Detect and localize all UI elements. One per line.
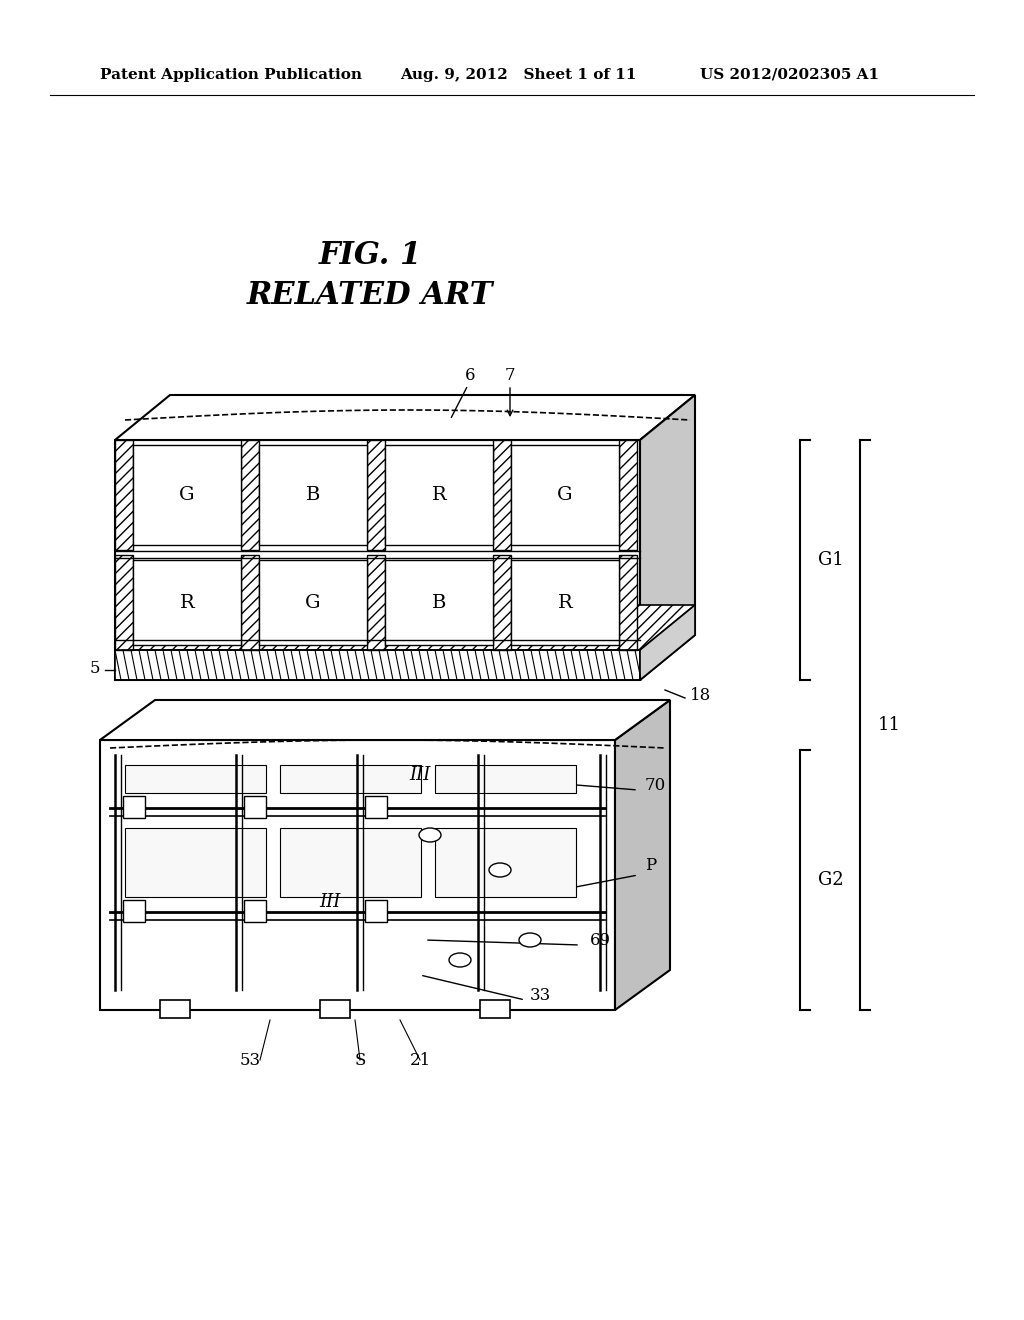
Polygon shape: [125, 766, 266, 793]
Polygon shape: [511, 445, 618, 545]
Polygon shape: [493, 440, 511, 550]
Polygon shape: [259, 445, 367, 545]
Text: 6: 6: [465, 367, 475, 384]
Polygon shape: [367, 554, 385, 649]
Polygon shape: [115, 554, 133, 649]
Text: G: G: [179, 486, 195, 504]
Polygon shape: [511, 560, 618, 645]
Text: 11: 11: [878, 715, 901, 734]
Polygon shape: [115, 440, 640, 680]
Text: Aug. 9, 2012   Sheet 1 of 11: Aug. 9, 2012 Sheet 1 of 11: [400, 69, 637, 82]
Ellipse shape: [519, 933, 541, 946]
Polygon shape: [618, 554, 637, 649]
Text: S: S: [354, 1052, 366, 1069]
Polygon shape: [615, 700, 670, 1010]
Polygon shape: [115, 605, 695, 649]
Ellipse shape: [449, 953, 471, 968]
Text: III: III: [410, 766, 431, 784]
Polygon shape: [259, 560, 367, 645]
Polygon shape: [640, 395, 695, 680]
Text: 18: 18: [690, 686, 712, 704]
Text: 33: 33: [530, 987, 551, 1005]
Polygon shape: [365, 796, 387, 818]
Ellipse shape: [489, 863, 511, 876]
Text: B: B: [306, 486, 321, 504]
Text: R: R: [179, 594, 195, 611]
Text: G: G: [557, 486, 572, 504]
Polygon shape: [435, 828, 575, 898]
Text: RELATED ART: RELATED ART: [247, 280, 494, 310]
Text: 7: 7: [505, 367, 515, 384]
Text: 53: 53: [240, 1052, 260, 1069]
Text: FIG. 1: FIG. 1: [318, 239, 422, 271]
Polygon shape: [244, 900, 266, 921]
Polygon shape: [640, 605, 695, 680]
Text: B: B: [432, 594, 446, 611]
Text: 5: 5: [90, 660, 100, 677]
Ellipse shape: [419, 828, 441, 842]
Polygon shape: [123, 900, 145, 921]
Text: III: III: [319, 894, 341, 911]
Polygon shape: [133, 560, 241, 645]
Text: R: R: [558, 594, 572, 611]
Polygon shape: [133, 445, 241, 545]
Text: 70: 70: [645, 777, 667, 795]
Polygon shape: [365, 900, 387, 921]
Polygon shape: [385, 445, 493, 545]
Polygon shape: [241, 554, 259, 649]
Polygon shape: [319, 1001, 350, 1018]
Polygon shape: [100, 741, 615, 1010]
Text: G1: G1: [818, 550, 844, 569]
Polygon shape: [115, 440, 133, 550]
Text: G2: G2: [818, 871, 844, 888]
Polygon shape: [385, 560, 493, 645]
Text: R: R: [432, 486, 446, 504]
Polygon shape: [125, 828, 266, 898]
Polygon shape: [480, 1001, 510, 1018]
Text: G: G: [305, 594, 321, 611]
Polygon shape: [244, 796, 266, 818]
Polygon shape: [618, 440, 637, 550]
Polygon shape: [435, 766, 575, 793]
Polygon shape: [280, 766, 421, 793]
Text: P: P: [645, 857, 656, 874]
Polygon shape: [100, 700, 670, 741]
Polygon shape: [241, 440, 259, 550]
Text: 69: 69: [590, 932, 611, 949]
Polygon shape: [280, 828, 421, 898]
Polygon shape: [160, 1001, 190, 1018]
Text: US 2012/0202305 A1: US 2012/0202305 A1: [700, 69, 880, 82]
Polygon shape: [493, 554, 511, 649]
Polygon shape: [115, 649, 640, 680]
Polygon shape: [115, 395, 695, 440]
Text: 21: 21: [410, 1052, 431, 1069]
Polygon shape: [123, 796, 145, 818]
Text: Patent Application Publication: Patent Application Publication: [100, 69, 362, 82]
Polygon shape: [367, 440, 385, 550]
